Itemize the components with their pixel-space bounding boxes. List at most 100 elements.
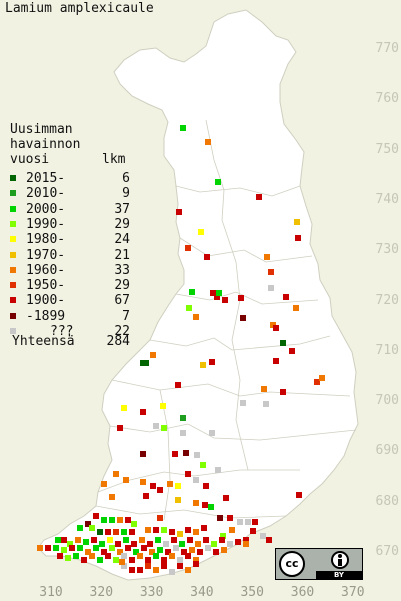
observation-square: [185, 245, 191, 251]
y-tick-label: 700: [375, 393, 399, 409]
observation-square: [129, 567, 135, 573]
observation-square: [61, 537, 67, 543]
observation-square: [121, 529, 127, 535]
observation-square: [85, 521, 91, 527]
legend-row: 1950- 29: [10, 278, 130, 293]
observation-square: [99, 541, 105, 547]
observation-square: [101, 481, 107, 487]
observation-square: [266, 537, 272, 543]
legend-heading-line-3: vuosi: [10, 152, 50, 167]
observation-square: [314, 379, 320, 385]
observation-square: [201, 525, 207, 531]
observation-square: [237, 519, 243, 525]
observation-square: [193, 500, 199, 506]
observation-square: [243, 541, 249, 547]
observation-square: [91, 537, 97, 543]
observation-square: [153, 527, 159, 533]
observation-square: [109, 494, 115, 500]
legend-row: 2000- 37: [10, 202, 130, 217]
legend-swatch: [10, 297, 16, 304]
observation-square: [185, 527, 191, 533]
observation-square: [185, 553, 191, 559]
legend-count: 21: [114, 247, 130, 263]
observation-square: [202, 502, 208, 508]
y-tick-label: 670: [375, 544, 399, 559]
observation-square: [75, 537, 81, 543]
observation-square: [217, 515, 223, 521]
observation-square: [117, 549, 123, 555]
x-tick-label: 360: [290, 585, 315, 600]
legend-swatch: [10, 312, 16, 319]
legend-label: 1980-: [26, 232, 66, 248]
observation-square: [186, 305, 192, 311]
legend-count: 22: [114, 324, 130, 339]
map-title: Lamium amplexicaule: [5, 1, 154, 16]
y-tick-label: 760: [375, 91, 399, 107]
legend-count: 67: [114, 293, 130, 309]
observation-square: [125, 545, 131, 551]
x-tick-label: 370: [341, 585, 365, 600]
legend-count: 29: [114, 278, 130, 294]
observation-square: [273, 358, 279, 364]
observation-square: [268, 269, 274, 275]
observation-square: [263, 401, 269, 407]
legend-row: 2010- 9: [10, 186, 130, 201]
observation-square: [220, 533, 226, 539]
observation-square: [210, 290, 216, 296]
legend-row: 1960- 33: [10, 263, 130, 278]
observation-square: [81, 557, 87, 563]
legend-count: 37: [114, 201, 130, 217]
observation-square: [93, 513, 99, 519]
legend-label: 1990-: [26, 216, 66, 232]
y-tick-label: 770: [375, 41, 399, 56]
observation-square: [294, 219, 300, 225]
cc-by-icon: cc: [279, 551, 305, 577]
observation-square: [69, 545, 75, 551]
observation-square: [280, 340, 286, 346]
observation-square: [209, 359, 215, 365]
observation-square: [205, 545, 211, 551]
observation-square: [145, 557, 151, 563]
observation-square: [215, 179, 221, 185]
attribution-person-icon: [331, 551, 349, 569]
legend-swatch: [10, 205, 16, 212]
observation-square: [169, 529, 175, 535]
observation-square: [208, 504, 214, 510]
observation-square: [133, 549, 139, 555]
legend-swatch: [10, 266, 16, 273]
observation-square: [150, 483, 156, 489]
observation-square: [113, 471, 119, 477]
observation-square: [203, 483, 209, 489]
observation-square: [163, 541, 169, 547]
observation-square: [137, 567, 143, 573]
observation-square: [77, 525, 83, 531]
legend-row: 1990- 29: [10, 217, 130, 232]
x-tick-label: 330: [139, 585, 164, 600]
observation-square: [55, 537, 61, 543]
legend-count: 6: [122, 171, 130, 186]
legend-label: 1970-: [26, 247, 66, 263]
observation-square: [153, 553, 159, 559]
observation-square: [197, 549, 203, 555]
y-tick-label: 710: [375, 342, 399, 358]
observation-square: [211, 541, 217, 547]
x-tick-label: 310: [39, 585, 63, 600]
observation-square: [264, 254, 270, 260]
observation-square: [296, 492, 302, 498]
observation-square: [193, 561, 199, 567]
y-tick-label: 730: [375, 242, 399, 258]
observation-square: [193, 529, 199, 535]
observation-square: [245, 519, 251, 525]
observation-square: [189, 289, 195, 295]
observation-square: [222, 297, 228, 303]
observation-square: [223, 495, 229, 501]
observation-square: [227, 515, 233, 521]
legend-swatch: [10, 190, 16, 197]
observation-square: [169, 569, 175, 575]
legend-count: 24: [114, 232, 130, 248]
observation-square: [165, 549, 171, 555]
observation-square: [89, 525, 95, 531]
observation-square: [150, 352, 156, 358]
cc-by-license-badge[interactable]: cc BY: [275, 548, 363, 580]
observation-square: [175, 382, 181, 388]
